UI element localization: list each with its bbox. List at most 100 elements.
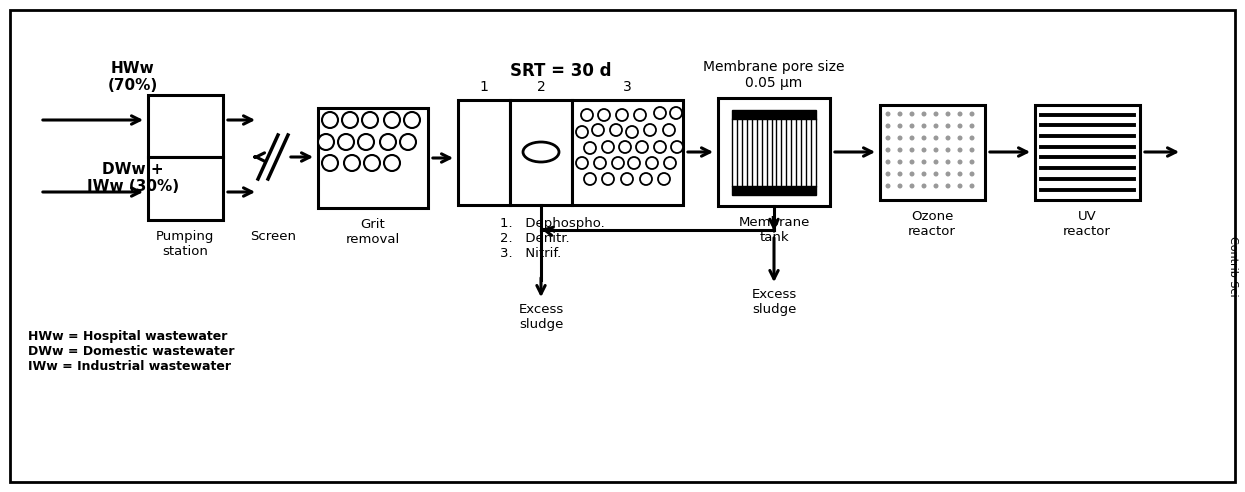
Circle shape bbox=[359, 134, 373, 150]
Bar bbox=[317, 108, 428, 208]
Circle shape bbox=[581, 109, 593, 121]
Circle shape bbox=[664, 124, 675, 136]
Bar bbox=[458, 100, 510, 205]
Text: Membrane pore size
0.05 μm: Membrane pore size 0.05 μm bbox=[703, 60, 845, 90]
Circle shape bbox=[342, 112, 359, 128]
Circle shape bbox=[957, 123, 962, 128]
Circle shape bbox=[957, 112, 962, 117]
Circle shape bbox=[957, 159, 962, 164]
Circle shape bbox=[646, 157, 659, 169]
Circle shape bbox=[934, 112, 939, 117]
Text: Pumping
station: Pumping station bbox=[156, 230, 214, 258]
Text: Excess
sludge: Excess sludge bbox=[752, 288, 797, 316]
Circle shape bbox=[337, 134, 354, 150]
Circle shape bbox=[910, 172, 915, 177]
Circle shape bbox=[885, 148, 890, 153]
Circle shape bbox=[910, 148, 915, 153]
Circle shape bbox=[598, 109, 610, 121]
Circle shape bbox=[322, 155, 337, 171]
Circle shape bbox=[654, 141, 666, 153]
Bar bbox=[148, 95, 223, 157]
Circle shape bbox=[970, 123, 975, 128]
Circle shape bbox=[957, 184, 962, 188]
Circle shape bbox=[640, 173, 652, 185]
Circle shape bbox=[626, 126, 637, 138]
Text: 1: 1 bbox=[479, 80, 488, 94]
Text: 1.   Dephospho.
2.   Denitr.
3.   Nitrif.: 1. Dephospho. 2. Denitr. 3. Nitrif. bbox=[500, 217, 605, 260]
Circle shape bbox=[970, 112, 975, 117]
Text: 3: 3 bbox=[622, 80, 631, 94]
Circle shape bbox=[945, 159, 950, 164]
Circle shape bbox=[898, 172, 903, 177]
Circle shape bbox=[616, 109, 627, 121]
Circle shape bbox=[921, 123, 926, 128]
Circle shape bbox=[576, 126, 588, 138]
Circle shape bbox=[898, 123, 903, 128]
Circle shape bbox=[364, 155, 380, 171]
Circle shape bbox=[621, 173, 632, 185]
Circle shape bbox=[945, 123, 950, 128]
Bar bbox=[732, 186, 815, 195]
Bar bbox=[148, 157, 223, 220]
Circle shape bbox=[945, 148, 950, 153]
Circle shape bbox=[921, 184, 926, 188]
Circle shape bbox=[576, 157, 588, 169]
Circle shape bbox=[362, 112, 378, 128]
Text: UV
reactor: UV reactor bbox=[1063, 210, 1111, 238]
Text: Ozone
reactor: Ozone reactor bbox=[908, 210, 956, 238]
Circle shape bbox=[910, 184, 915, 188]
Circle shape bbox=[945, 112, 950, 117]
Circle shape bbox=[921, 148, 926, 153]
Circle shape bbox=[957, 148, 962, 153]
Ellipse shape bbox=[523, 142, 559, 162]
Circle shape bbox=[644, 124, 656, 136]
Text: 2: 2 bbox=[537, 80, 545, 94]
Circle shape bbox=[934, 184, 939, 188]
Circle shape bbox=[322, 112, 337, 128]
Circle shape bbox=[910, 123, 915, 128]
Circle shape bbox=[910, 159, 915, 164]
Bar bbox=[510, 100, 571, 205]
Circle shape bbox=[613, 157, 624, 169]
Circle shape bbox=[921, 135, 926, 141]
Circle shape bbox=[921, 112, 926, 117]
Circle shape bbox=[921, 159, 926, 164]
Circle shape bbox=[593, 124, 604, 136]
Circle shape bbox=[898, 135, 903, 141]
Text: HWw
(70%): HWw (70%) bbox=[108, 61, 158, 93]
Circle shape bbox=[957, 172, 962, 177]
Circle shape bbox=[634, 109, 646, 121]
Circle shape bbox=[910, 112, 915, 117]
Circle shape bbox=[934, 148, 939, 153]
Circle shape bbox=[957, 135, 962, 141]
Circle shape bbox=[885, 112, 890, 117]
Circle shape bbox=[584, 173, 596, 185]
Circle shape bbox=[970, 159, 975, 164]
Circle shape bbox=[885, 184, 890, 188]
Circle shape bbox=[584, 142, 596, 154]
Circle shape bbox=[934, 135, 939, 141]
Circle shape bbox=[885, 159, 890, 164]
Text: HWw = Hospital wastewater
DWw = Domestic wastewater
IWw = Industrial wastewater: HWw = Hospital wastewater DWw = Domestic… bbox=[27, 330, 234, 373]
Text: Screen: Screen bbox=[250, 230, 296, 243]
Text: Membrane
tank: Membrane tank bbox=[738, 216, 809, 244]
Circle shape bbox=[664, 157, 676, 169]
Text: Excess
sludge: Excess sludge bbox=[518, 303, 564, 331]
Circle shape bbox=[670, 107, 682, 119]
Circle shape bbox=[654, 107, 666, 119]
Text: DWw +
IWw (30%): DWw + IWw (30%) bbox=[87, 162, 179, 194]
Bar bbox=[880, 105, 985, 200]
Bar bbox=[1035, 105, 1140, 200]
Circle shape bbox=[970, 148, 975, 153]
Circle shape bbox=[610, 124, 622, 136]
Text: Grit
removal: Grit removal bbox=[346, 218, 400, 246]
Circle shape bbox=[945, 184, 950, 188]
Circle shape bbox=[970, 184, 975, 188]
Circle shape bbox=[603, 141, 614, 153]
Circle shape bbox=[910, 135, 915, 141]
Circle shape bbox=[898, 148, 903, 153]
Circle shape bbox=[898, 159, 903, 164]
Circle shape bbox=[885, 135, 890, 141]
Circle shape bbox=[594, 157, 606, 169]
Circle shape bbox=[970, 172, 975, 177]
